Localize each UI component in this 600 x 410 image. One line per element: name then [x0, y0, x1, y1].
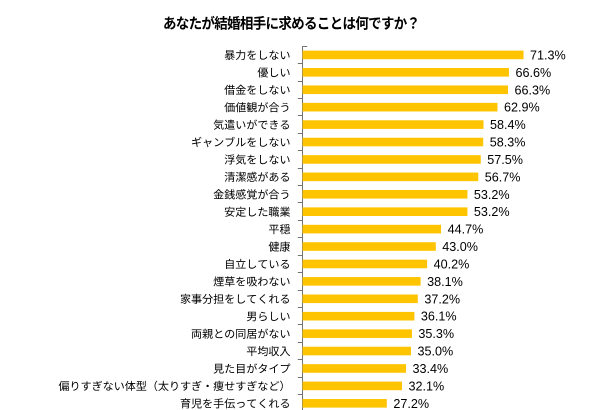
svg-text:37.2%: 37.2%: [424, 292, 460, 306]
svg-text:71.3%: 71.3%: [530, 48, 566, 62]
svg-text:66.6%: 66.6%: [515, 66, 551, 80]
svg-text:36.1%: 36.1%: [421, 310, 457, 324]
svg-text:43.0%: 43.0%: [442, 240, 478, 254]
svg-text:53.2%: 53.2%: [474, 188, 510, 202]
svg-text:57.5%: 57.5%: [487, 153, 523, 167]
svg-text:35.0%: 35.0%: [418, 345, 454, 359]
svg-text:40.2%: 40.2%: [434, 257, 470, 271]
svg-text:58.3%: 58.3%: [490, 136, 526, 150]
svg-text:44.7%: 44.7%: [448, 223, 484, 237]
svg-text:32.1%: 32.1%: [409, 379, 445, 393]
svg-text:58.4%: 58.4%: [490, 118, 526, 132]
svg-text:66.3%: 66.3%: [515, 83, 551, 97]
svg-text:56.7%: 56.7%: [485, 170, 521, 184]
svg-text:62.9%: 62.9%: [504, 101, 540, 115]
svg-text:27.2%: 27.2%: [393, 397, 429, 410]
svg-text:38.1%: 38.1%: [427, 275, 463, 289]
svg-text:53.2%: 53.2%: [474, 205, 510, 219]
svg-text:33.4%: 33.4%: [413, 362, 449, 376]
svg-text:35.3%: 35.3%: [418, 327, 454, 341]
